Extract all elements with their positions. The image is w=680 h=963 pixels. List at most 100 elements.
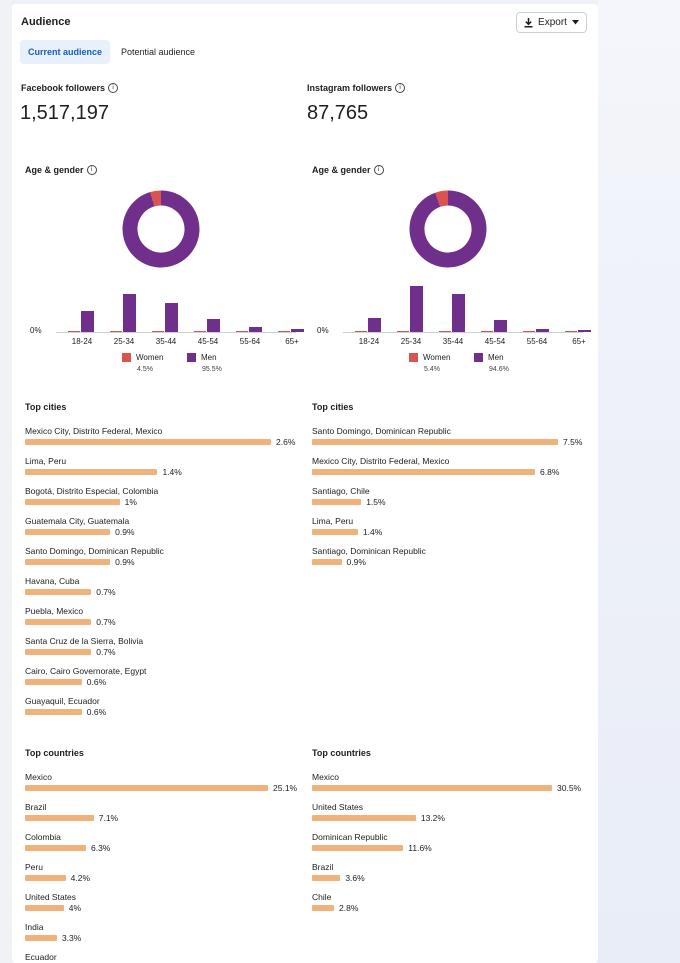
list-item-value: 25.1% <box>273 783 298 793</box>
list-item-value: 4% <box>68 903 82 913</box>
bar-men-45-54 <box>207 318 220 332</box>
list-item-bar <box>312 559 342 565</box>
bar-women-65+ <box>565 331 577 332</box>
list-item-bar <box>312 469 536 475</box>
legend-swatch-women <box>409 353 418 363</box>
list-item-label: Ecuador <box>25 952 57 962</box>
bar-women-35-44 <box>439 331 451 332</box>
list-item-bar <box>312 845 404 851</box>
list-item-label: Mexico <box>25 772 52 782</box>
bar-men-55-64 <box>249 327 262 332</box>
list-item-bar <box>25 559 111 565</box>
x-tick-label: 45-54 <box>197 337 219 346</box>
legend-men: Men <box>187 353 217 363</box>
legend-women: Women <box>122 353 164 363</box>
list-item-label: United States <box>25 892 77 902</box>
list-item-value: 1% <box>124 497 137 507</box>
export-label: Export <box>538 17 567 28</box>
top-cities-title: Top cities <box>312 402 354 412</box>
legend-value-men: 94.6% <box>489 366 509 373</box>
bar-women-55-64 <box>523 331 535 332</box>
top-countries-title: Top countries <box>312 748 371 758</box>
bar-men-45-54 <box>494 319 507 332</box>
info-icon[interactable]: i <box>86 165 97 175</box>
bar-women-55-64 <box>236 331 248 332</box>
info-icon[interactable]: i <box>108 83 119 93</box>
list-item-bar <box>25 815 94 821</box>
instagram-followers-label-text: Instagram followers <box>307 83 393 93</box>
list-item-value: 3.6% <box>345 873 365 883</box>
list-item-bar <box>25 469 158 475</box>
list-item-value: 7.1% <box>98 813 119 823</box>
facebook-age-gender-panel: Age & gender i 0% 18-24 25-34 35-44 45-54 55-64… <box>12 154 305 384</box>
bar-men-18-24 <box>81 310 94 332</box>
list-item-bar <box>25 499 120 505</box>
list-item-value: 7.5% <box>563 437 583 447</box>
list-item-value: 0.9% <box>115 557 135 567</box>
download-icon <box>524 17 533 28</box>
x-tick-label: 18-24 <box>71 337 93 346</box>
list-item-label: Santa Cruz de la Sierra, Bolivia <box>25 636 144 646</box>
x-tick-label: 55-64 <box>526 337 548 346</box>
x-tick-label: 55-64 <box>239 337 261 346</box>
bar-men-35-44 <box>165 303 178 332</box>
info-icon[interactable]: i <box>395 83 406 93</box>
x-tick-label: 45-54 <box>484 337 506 346</box>
list-item-bar <box>25 905 64 911</box>
legend-value-women: 5.4% <box>424 366 440 373</box>
info-icon[interactable]: i <box>373 165 384 175</box>
x-axis-line <box>343 332 583 333</box>
donut-slice-men <box>122 190 200 268</box>
list-item-bar <box>25 649 92 655</box>
bar-men-65+ <box>578 330 591 332</box>
background-panel <box>598 0 680 963</box>
list-item-value: 1.4% <box>362 527 383 537</box>
list-item-bar <box>25 875 66 881</box>
list-item-value: 0.7% <box>96 647 116 657</box>
list-item-bar <box>312 529 358 535</box>
list-item-bar <box>312 905 335 911</box>
page-title: Audience <box>21 16 71 28</box>
zero-axis-label: 0% <box>30 326 42 335</box>
facebook-followers-value: 1,517,197 <box>20 102 109 124</box>
instagram-age-gender-label: Age & gender i <box>312 165 384 175</box>
list-item-label: Lima, Peru <box>312 516 354 526</box>
list-item-value: 2.8% <box>339 903 359 913</box>
x-tick-label: 35-44 <box>442 337 464 346</box>
list-item-value: 3.3% <box>61 933 82 943</box>
export-button[interactable]: Export <box>516 12 587 33</box>
instagram-followers-value: 87,765 <box>307 102 369 124</box>
legend-label-women: Women <box>423 353 451 362</box>
donut-slice-men <box>409 190 487 268</box>
list-item-value: 13.2% <box>420 813 445 823</box>
audience-card: Audience Export Current audience Potenti… <box>12 4 598 963</box>
x-tick-label: 25-34 <box>113 337 135 346</box>
list-item-value: 1.5% <box>366 497 386 507</box>
bar-men-25-34 <box>123 293 136 332</box>
tab-current-audience[interactable]: Current audience <box>20 40 110 64</box>
legend-label-women: Women <box>136 353 164 362</box>
list-item-label: Santo Domingo, Dominican Republic <box>25 546 164 556</box>
top-countries-title: Top countries <box>25 748 84 758</box>
list-item-label: Mexico City, Distrito Federal, Mexico <box>312 456 450 466</box>
list-item-value: 6.3% <box>90 843 111 853</box>
list-item-value: 1.4% <box>162 467 182 477</box>
list-item-label: Mexico <box>312 772 339 782</box>
tab-potential-audience[interactable]: Potential audience <box>120 47 196 57</box>
bar-men-65+ <box>291 329 304 332</box>
list-item-label: United States <box>312 802 364 812</box>
list-item-label: Brazil <box>312 862 334 872</box>
legend-value-men: 95.5% <box>202 366 222 373</box>
facebook-followers-label: Facebook followers i <box>21 83 119 93</box>
list-item-bar <box>25 589 92 595</box>
list-item-label: India <box>25 922 44 932</box>
zero-axis-label: 0% <box>317 326 329 335</box>
bar-men-35-44 <box>452 293 465 332</box>
bar-men-55-64 <box>536 329 549 332</box>
list-item-bar <box>312 439 558 445</box>
x-tick-label: 65+ <box>572 337 586 346</box>
bar-women-18-24 <box>355 331 367 332</box>
facebook-followers-label-text: Facebook followers <box>21 83 106 93</box>
legend-swatch-men <box>474 353 483 363</box>
list-item-value: 0.9% <box>115 527 135 537</box>
